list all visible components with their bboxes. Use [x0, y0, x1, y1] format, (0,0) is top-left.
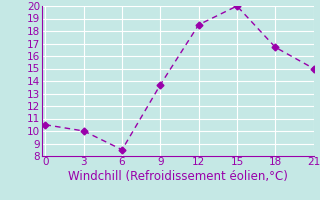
X-axis label: Windchill (Refroidissement éolien,°C): Windchill (Refroidissement éolien,°C)	[68, 170, 288, 183]
